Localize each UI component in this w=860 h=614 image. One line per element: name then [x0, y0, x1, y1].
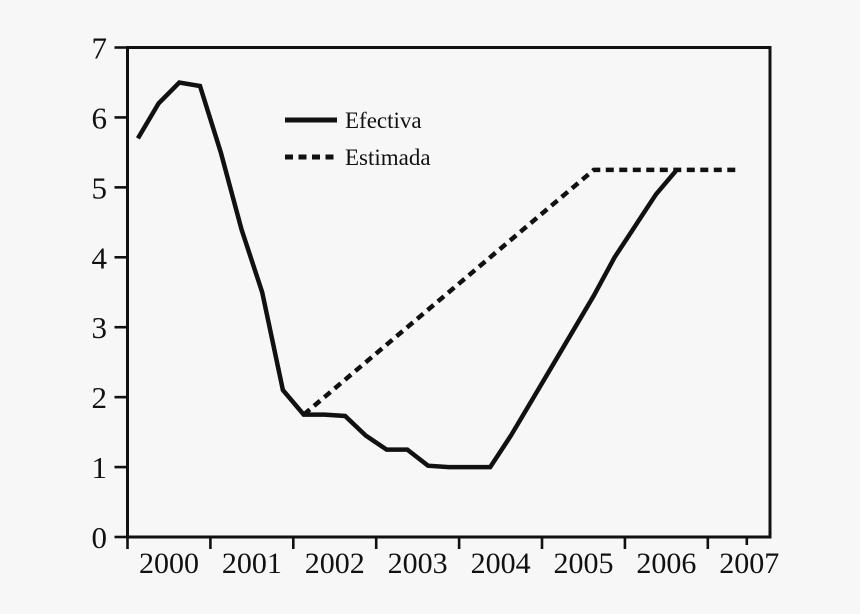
- y-tick-label: 4: [92, 240, 108, 275]
- y-tick-label: 0: [92, 520, 108, 555]
- x-tick-label: 2003: [388, 547, 448, 580]
- y-tick-label: 2: [92, 380, 108, 415]
- series-efectiva: [135, 80, 679, 470]
- series-estimada: [302, 167, 739, 417]
- x-tick-label: 2002: [305, 547, 365, 580]
- legend: Efectiva Estimada: [285, 108, 431, 170]
- x-tick-label: 2006: [636, 547, 696, 580]
- y-tick-label: 7: [92, 31, 108, 66]
- y-tick-label: 6: [92, 100, 108, 135]
- x-tick-label: 2005: [553, 547, 613, 580]
- y-axis-labels: 0 1 2 3 4 5 6 7: [92, 31, 108, 556]
- data-series: [135, 80, 739, 470]
- y-tick-label: 5: [92, 170, 108, 205]
- x-tick-label: 2004: [471, 547, 531, 580]
- y-tick-label: 1: [92, 450, 108, 485]
- legend-label-estimada: Estimada: [345, 145, 431, 170]
- y-axis-ticks: [114, 46, 128, 539]
- y-tick-label: 3: [92, 310, 108, 345]
- x-axis-ticks: [126, 537, 749, 549]
- x-tick-label: 2001: [222, 547, 282, 580]
- plot-border: [126, 46, 772, 539]
- x-tick-label: 2000: [139, 547, 199, 580]
- x-tick-label: 2007: [719, 547, 779, 580]
- legend-label-efectiva: Efectiva: [345, 108, 422, 133]
- x-axis-labels: 2000 2001 2002 2003 2004 2005 2006 2007: [139, 547, 779, 580]
